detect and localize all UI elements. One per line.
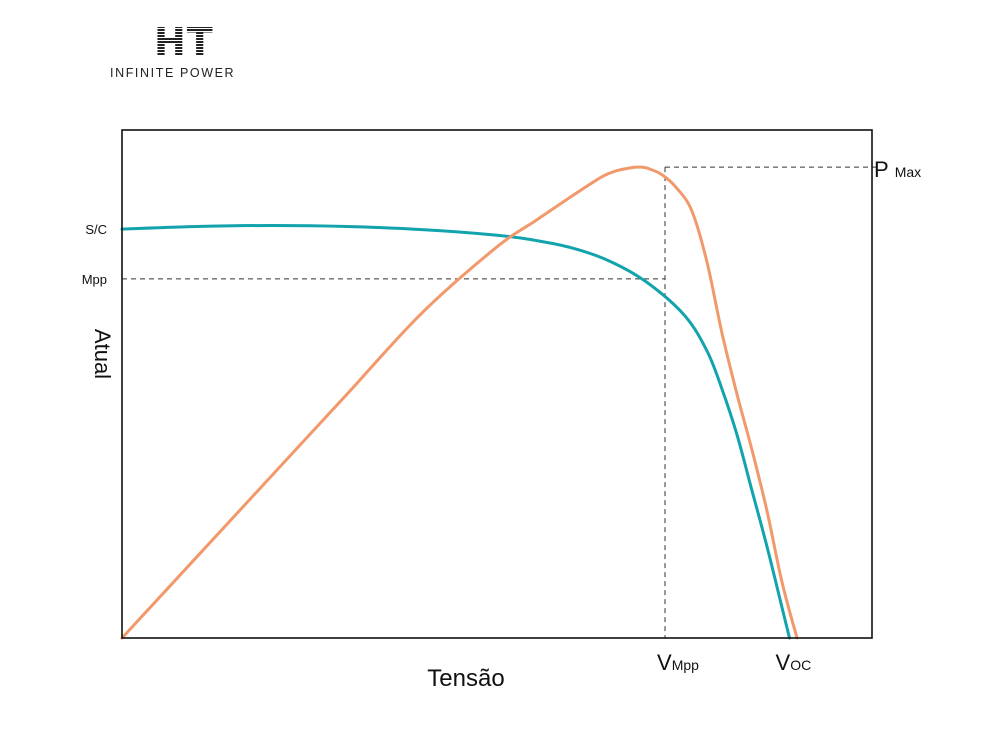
power-curve <box>120 165 799 640</box>
voc-label: VOC <box>776 650 812 675</box>
vmpp-label: VMpp <box>657 650 699 675</box>
y-tick-label: S/C <box>85 222 107 237</box>
plot-frame <box>121 129 873 639</box>
brand-logo: HT INFINITE POWER <box>100 18 270 88</box>
y-tick-label: Mpp <box>82 272 107 287</box>
y-axis-label: Atual <box>90 329 115 379</box>
logo-mark: HT <box>154 20 214 64</box>
pmax-label: P Max <box>874 157 921 182</box>
x-axis-label: Tensão <box>427 665 504 692</box>
current-curve <box>120 224 791 640</box>
logo-tagline: INFINITE POWER <box>110 66 236 80</box>
